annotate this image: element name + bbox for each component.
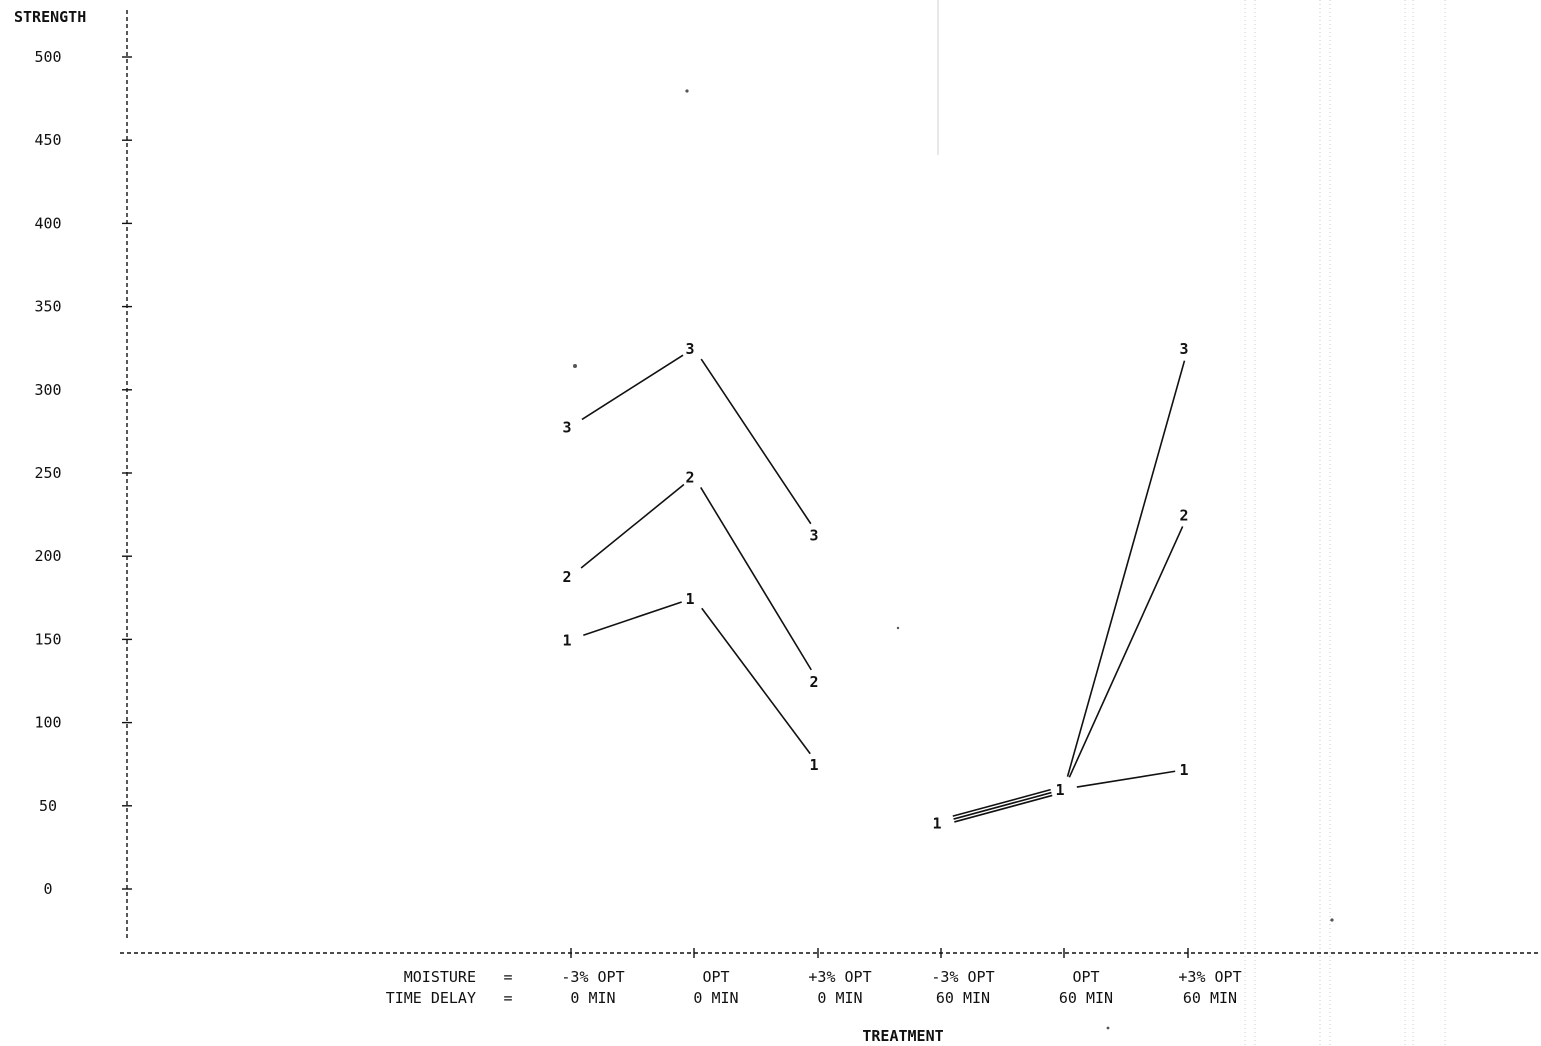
series-line-segment xyxy=(581,354,684,421)
data-point-marker: 2 xyxy=(562,568,571,586)
factor-row-label: TIME DELAY xyxy=(386,989,476,1007)
x-category-label: 60 MIN xyxy=(936,989,990,1007)
factor-row-separator: = xyxy=(503,989,512,1007)
series-line-segment xyxy=(1068,526,1184,778)
x-category-label: 0 MIN xyxy=(570,989,615,1007)
data-point-marker: 1 xyxy=(932,814,941,832)
data-point-marker: 3 xyxy=(685,340,694,358)
series-line-segment xyxy=(1076,770,1176,788)
x-category-label: +3% OPT xyxy=(1178,968,1241,986)
y-tick-label: 0 xyxy=(43,880,52,898)
x-axis-title: TREATMENT xyxy=(862,1027,943,1045)
x-category-label: OPT xyxy=(702,968,729,986)
series-2: 2 2 2 2 xyxy=(562,468,1189,820)
y-tick-label: 200 xyxy=(34,547,61,565)
series-line-segment xyxy=(953,791,1052,820)
y-tick-label: 50 xyxy=(39,797,57,815)
x-category-label: 0 MIN xyxy=(693,989,738,1007)
x-ticks xyxy=(570,948,1189,958)
scan-artifacts xyxy=(573,0,1446,1046)
data-point-marker: 2 xyxy=(1179,507,1188,525)
series-line-segment xyxy=(1066,360,1186,777)
data-point-marker: 2 xyxy=(809,673,818,691)
x-category-label: 0 MIN xyxy=(817,989,862,1007)
y-tick-label: 100 xyxy=(34,714,61,732)
series-line-segment xyxy=(954,794,1053,823)
x-axis: MOISTURE = -3% OPT OPT +3% OPT -3% OPT OPT +3% … xyxy=(120,948,1541,1045)
data-point-marker: 1 xyxy=(562,631,571,649)
data-point-marker: 1 xyxy=(809,756,818,774)
data-point-marker: 3 xyxy=(1179,340,1188,358)
y-tick-label: 350 xyxy=(34,298,61,316)
y-tick-label: 250 xyxy=(34,464,61,482)
data-point-marker: 3 xyxy=(562,418,571,436)
x-category-label: -3% OPT xyxy=(931,968,994,986)
data-point-marker: 1 xyxy=(1179,761,1188,779)
y-tick-label: 300 xyxy=(34,381,61,399)
y-tick-label: 150 xyxy=(34,630,61,648)
x-category-label: 60 MIN xyxy=(1059,989,1113,1007)
series-layer: 1 1 1 1 1 1 2 2 2 2 3 3 3 3 xyxy=(562,340,1188,832)
y-tick-label: 450 xyxy=(34,131,61,149)
factor-row-separator: = xyxy=(503,968,512,986)
data-point-marker: 1 xyxy=(1055,781,1064,799)
series-line-segment xyxy=(701,607,811,755)
data-point-marker: 2 xyxy=(685,468,694,486)
x-category-label: 60 MIN xyxy=(1183,989,1237,1007)
series-line-segment xyxy=(700,487,812,671)
series-line-segment xyxy=(952,788,1051,817)
x-category-label: -3% OPT xyxy=(561,968,624,986)
x-category-label: OPT xyxy=(1072,968,1099,986)
data-point-marker: 1 xyxy=(685,590,694,608)
series-3: 3 3 3 3 xyxy=(562,340,1189,823)
factor-rows: MOISTURE = -3% OPT OPT +3% OPT -3% OPT OPT +3% … xyxy=(386,968,1242,1007)
x-category-label: +3% OPT xyxy=(808,968,871,986)
series-line-segment xyxy=(580,483,685,569)
factor-row-label: MOISTURE xyxy=(404,968,476,986)
series-1: 1 1 1 1 1 1 xyxy=(562,590,1188,833)
y-tick-label: 500 xyxy=(34,48,61,66)
y-tick-label: 400 xyxy=(34,214,61,232)
series-line-segment xyxy=(700,358,812,525)
y-axis-title: STRENGTH xyxy=(14,8,86,26)
series-line-segment xyxy=(583,601,682,636)
data-point-marker: 3 xyxy=(809,527,818,545)
